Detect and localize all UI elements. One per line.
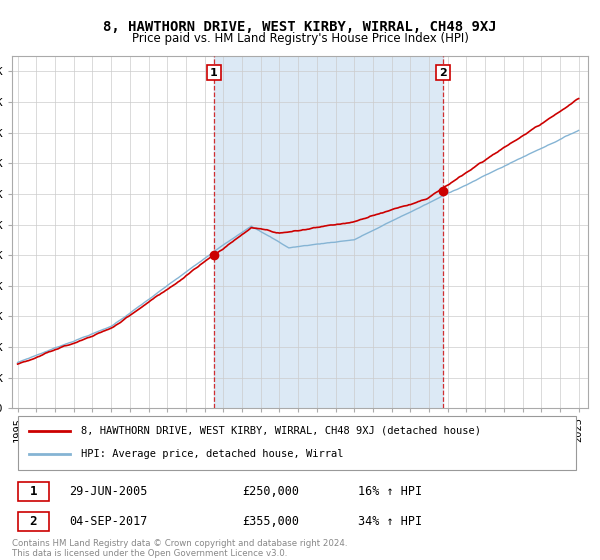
Text: £355,000: £355,000: [242, 515, 299, 528]
Text: 2: 2: [439, 68, 447, 77]
Text: 34% ↑ HPI: 34% ↑ HPI: [358, 515, 422, 528]
Bar: [214, 56, 443, 408]
Text: £250,000: £250,000: [242, 486, 299, 498]
Text: HPI: Average price, detached house, Wirral: HPI: Average price, detached house, Wirr…: [81, 449, 344, 459]
FancyBboxPatch shape: [18, 416, 577, 470]
Text: 8, HAWTHORN DRIVE, WEST KIRBY, WIRRAL, CH48 9XJ: 8, HAWTHORN DRIVE, WEST KIRBY, WIRRAL, C…: [103, 20, 497, 34]
Text: 8, HAWTHORN DRIVE, WEST KIRBY, WIRRAL, CH48 9XJ (detached house): 8, HAWTHORN DRIVE, WEST KIRBY, WIRRAL, C…: [81, 426, 481, 436]
FancyBboxPatch shape: [18, 482, 49, 501]
Text: Price paid vs. HM Land Registry's House Price Index (HPI): Price paid vs. HM Land Registry's House …: [131, 32, 469, 45]
Text: 2: 2: [29, 515, 37, 528]
Text: Contains HM Land Registry data © Crown copyright and database right 2024.
This d: Contains HM Land Registry data © Crown c…: [12, 539, 347, 558]
Text: 04-SEP-2017: 04-SEP-2017: [70, 515, 148, 528]
Text: 1: 1: [210, 68, 218, 77]
Text: 1: 1: [29, 486, 37, 498]
Text: 16% ↑ HPI: 16% ↑ HPI: [358, 486, 422, 498]
Text: 29-JUN-2005: 29-JUN-2005: [70, 486, 148, 498]
FancyBboxPatch shape: [18, 512, 49, 531]
